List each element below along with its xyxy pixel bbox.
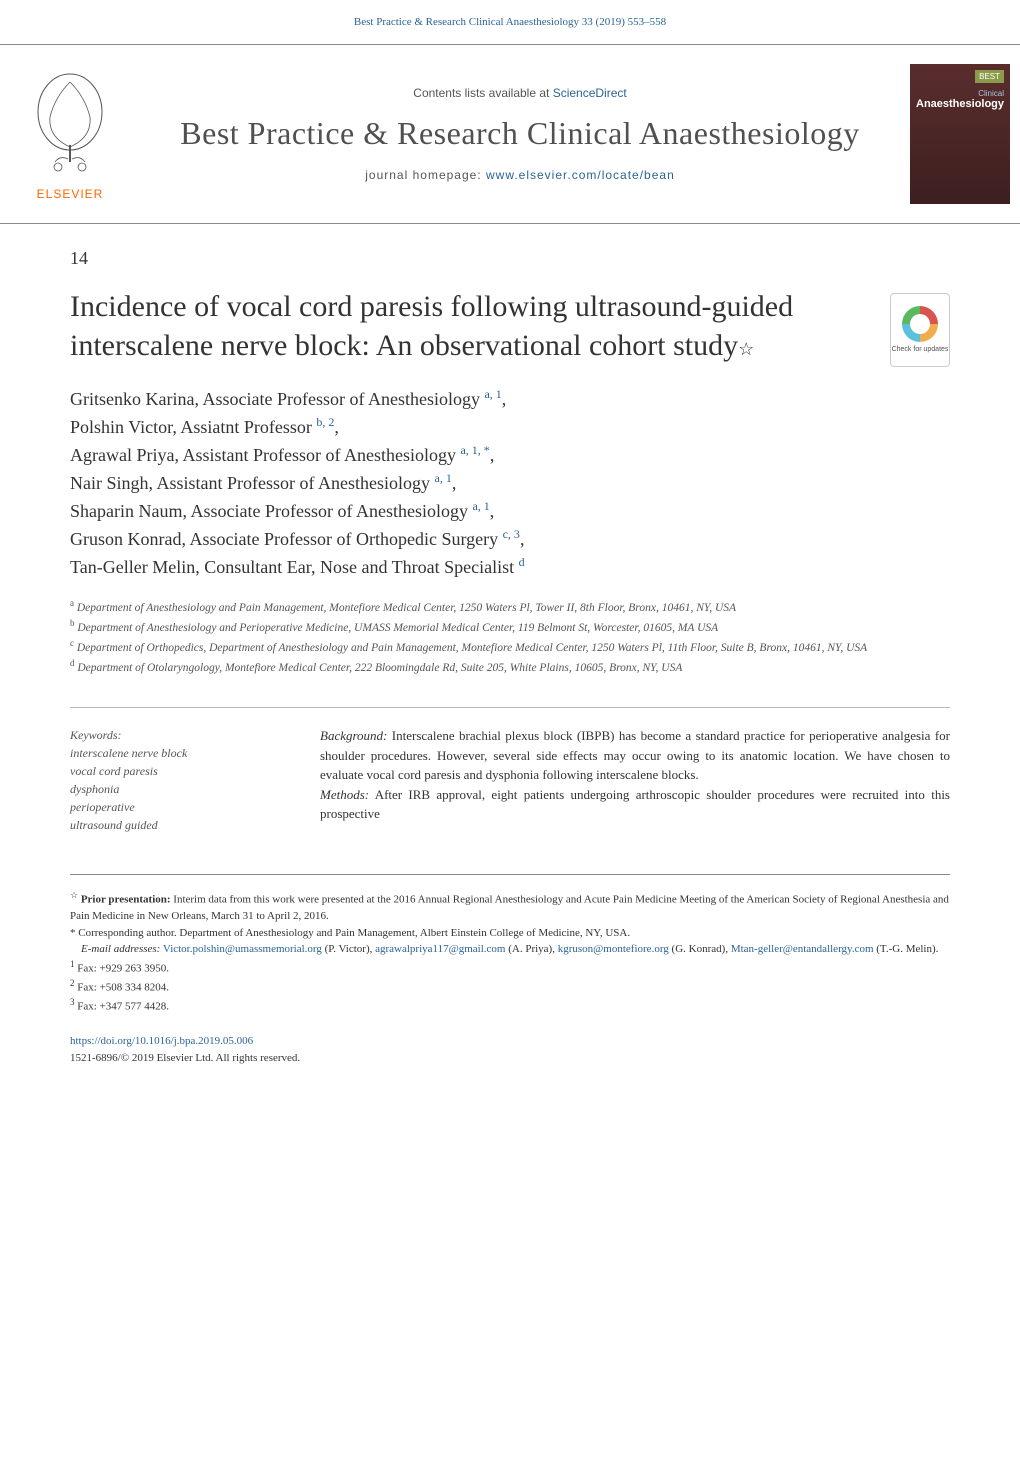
elsevier-label: ELSEVIER — [37, 187, 104, 201]
homepage-link[interactable]: www.elsevier.com/locate/bean — [486, 168, 675, 182]
email-link[interactable]: Mtan-geller@entandallergy.com — [731, 943, 874, 955]
affiliation: d Department of Otolaryngology, Montefio… — [70, 657, 950, 677]
affiliations: a Department of Anesthesiology and Pain … — [70, 597, 950, 677]
author: Tan-Geller Melin, Consultant Ear, Nose a… — [70, 557, 525, 577]
author-sup[interactable]: a, 1 — [435, 471, 452, 485]
elsevier-tree-icon — [20, 67, 120, 187]
cover-image: BEST Clinical Anaesthesiology — [910, 64, 1010, 204]
title-star-icon[interactable]: ☆ — [738, 339, 754, 359]
journal-center: Contents lists available at ScienceDirec… — [140, 45, 900, 223]
keywords-heading: Keywords: — [70, 726, 280, 744]
footer: https://doi.org/10.1016/j.bpa.2019.05.00… — [70, 1033, 950, 1066]
email-link[interactable]: agrawalpriya117@gmail.com — [375, 943, 505, 955]
doi-link[interactable]: https://doi.org/10.1016/j.bpa.2019.05.00… — [70, 1033, 950, 1050]
author-sup[interactable]: a, 1, * — [460, 443, 489, 457]
journal-homepage: journal homepage: www.elsevier.com/locat… — [365, 168, 675, 182]
sciencedirect-link[interactable]: ScienceDirect — [553, 86, 627, 100]
email-link[interactable]: kgruson@montefiore.org — [558, 943, 669, 955]
author: Nair Singh, Assistant Professor of Anest… — [70, 473, 456, 493]
author: Gruson Konrad, Associate Professor of Or… — [70, 529, 524, 549]
check-updates-badge[interactable]: Check for updates — [890, 293, 950, 367]
contents-line: Contents lists available at ScienceDirec… — [413, 86, 626, 100]
keyword: interscalene nerve block — [70, 744, 280, 762]
article-body: 14 Incidence of vocal cord paresis follo… — [0, 224, 1020, 1106]
fax-2: 2 Fax: +508 334 8204. — [70, 977, 950, 996]
email-link[interactable]: Victor.polshin@umassmemorial.org — [163, 943, 322, 955]
prior-presentation: ☆ Prior presentation: Interim data from … — [70, 889, 950, 925]
affiliation: c Department of Orthopedics, Department … — [70, 637, 950, 657]
corresponding-author: * Corresponding author. Department of An… — [70, 925, 950, 942]
author-sup[interactable]: d — [519, 555, 525, 569]
author: Shaparin Naum, Associate Professor of An… — [70, 501, 494, 521]
methods-label: Methods: — [320, 787, 369, 802]
citation-text[interactable]: Best Practice & Research Clinical Anaest… — [354, 16, 666, 28]
author-sup[interactable]: c, 3 — [503, 527, 520, 541]
check-updates-icon — [902, 306, 938, 342]
keyword: vocal cord paresis — [70, 762, 280, 780]
elsevier-logo[interactable]: ELSEVIER — [0, 45, 140, 223]
methods-text: After IRB approval, eight patients under… — [320, 787, 950, 822]
footnotes: ☆ Prior presentation: Interim data from … — [70, 874, 950, 1015]
issue-number: 14 — [70, 248, 950, 269]
masthead: ELSEVIER Contents lists available at Sci… — [0, 44, 1020, 224]
background-text: Interscalene brachial plexus block (IBPB… — [320, 728, 950, 782]
affiliation: b Department of Anesthesiology and Perio… — [70, 617, 950, 637]
title-row: Incidence of vocal cord paresis followin… — [70, 287, 950, 385]
abstract-block: Background: Interscalene brachial plexus… — [320, 726, 950, 834]
article-title: Incidence of vocal cord paresis followin… — [70, 287, 870, 365]
author: Gritsenko Karina, Associate Professor of… — [70, 389, 506, 409]
cover-best-label: BEST — [975, 70, 1004, 83]
fax-3: 3 Fax: +347 577 4428. — [70, 996, 950, 1015]
author: Agrawal Priya, Assistant Professor of An… — [70, 445, 494, 465]
copyright: 1521-6896/© 2019 Elsevier Ltd. All right… — [70, 1050, 950, 1067]
keyword: dysphonia — [70, 780, 280, 798]
journal-cover[interactable]: BEST Clinical Anaesthesiology — [900, 45, 1020, 223]
keywords-abstract-row: Keywords: interscalene nerve block vocal… — [70, 707, 950, 834]
author-sup[interactable]: a, 1 — [472, 499, 489, 513]
citation-header: Best Practice & Research Clinical Anaest… — [0, 0, 1020, 44]
author-sup[interactable]: a, 1 — [484, 387, 501, 401]
cover-clinical-label: Clinical — [916, 89, 1004, 98]
author: Polshin Victor, Assiatnt Professor b, 2, — [70, 417, 339, 437]
journal-title: Best Practice & Research Clinical Anaest… — [180, 114, 859, 152]
affiliation: a Department of Anesthesiology and Pain … — [70, 597, 950, 617]
fax-1: 1 Fax: +929 263 3950. — [70, 958, 950, 977]
keywords-block: Keywords: interscalene nerve block vocal… — [70, 726, 280, 834]
email-addresses: E-mail addresses: Victor.polshin@umassme… — [70, 941, 950, 958]
keyword: perioperative — [70, 798, 280, 816]
check-updates-label: Check for updates — [892, 346, 949, 354]
background-label: Background: — [320, 728, 387, 743]
author-sup[interactable]: b, 2 — [316, 415, 334, 429]
cover-anaes-label: Anaesthesiology — [916, 98, 1004, 110]
authors-block: Gritsenko Karina, Associate Professor of… — [70, 385, 950, 581]
keyword: ultrasound guided — [70, 816, 280, 834]
